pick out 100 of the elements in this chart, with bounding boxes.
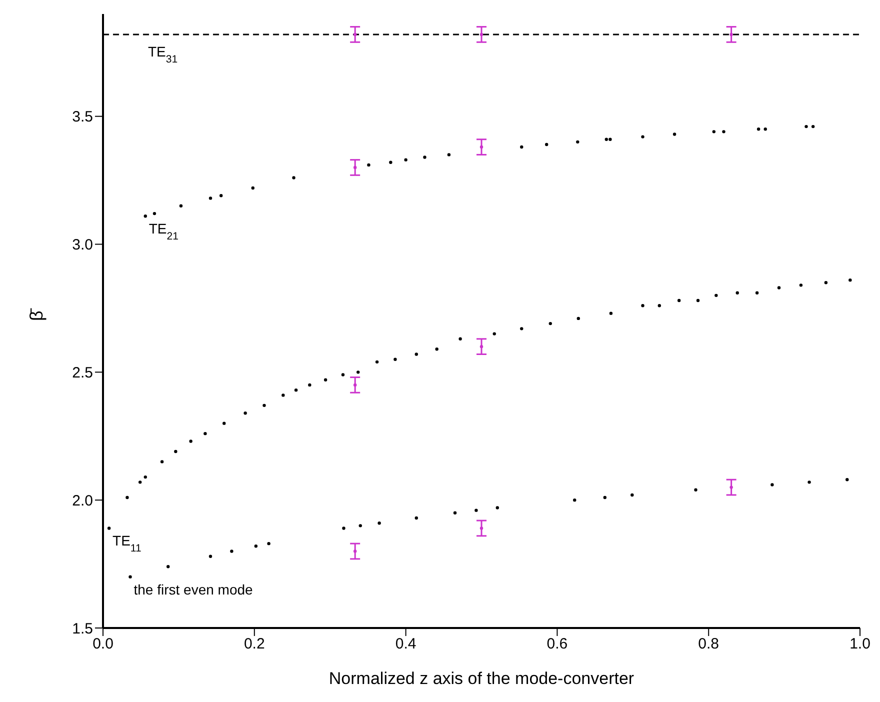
point	[144, 214, 147, 218]
point	[414, 516, 418, 520]
point	[251, 186, 254, 190]
point	[353, 32, 357, 36]
point	[480, 526, 484, 530]
point	[694, 488, 698, 492]
point	[480, 32, 484, 36]
series-label: the first even mode	[134, 581, 254, 598]
x-axis-title: Normalized z axis of the mode-converter	[328, 669, 634, 688]
point	[389, 160, 392, 164]
point	[573, 498, 576, 502]
point	[435, 348, 438, 351]
point	[492, 332, 496, 336]
point	[138, 480, 142, 484]
point	[208, 196, 212, 200]
point	[730, 32, 733, 36]
point	[496, 506, 499, 510]
point	[128, 575, 132, 578]
point	[342, 526, 346, 530]
point	[608, 138, 612, 141]
point	[641, 304, 644, 308]
point	[244, 412, 247, 415]
point	[722, 130, 726, 134]
point	[282, 394, 285, 397]
point	[520, 145, 524, 149]
point	[799, 284, 803, 287]
point	[672, 132, 676, 136]
point	[292, 176, 296, 180]
point	[179, 204, 183, 208]
point	[641, 135, 644, 138]
point	[480, 145, 484, 149]
x-tick-label: 0.0	[92, 636, 114, 653]
point	[423, 156, 426, 159]
point	[358, 524, 362, 528]
point	[353, 383, 357, 387]
point	[324, 378, 328, 382]
point	[548, 322, 552, 326]
point	[254, 544, 258, 548]
x-tick-label: 0.8	[698, 636, 720, 653]
point	[770, 483, 774, 486]
point	[848, 278, 852, 282]
series-label: TE$_{11}$	[112, 532, 142, 555]
point	[394, 358, 397, 361]
point	[447, 153, 451, 156]
point	[294, 388, 298, 392]
point	[267, 542, 270, 546]
point	[730, 486, 733, 489]
point	[107, 526, 111, 530]
series-label: TE$_{31}$	[148, 43, 178, 66]
y-tick-label: 2.5	[72, 364, 93, 382]
y-tick-label: 3.0	[72, 236, 93, 254]
point	[375, 360, 379, 364]
point	[480, 344, 484, 348]
point	[262, 404, 266, 408]
point	[367, 163, 370, 167]
point	[353, 166, 357, 170]
point	[603, 496, 606, 500]
point	[308, 383, 312, 387]
point	[222, 422, 226, 425]
point	[378, 522, 381, 525]
point	[764, 128, 767, 131]
point	[353, 550, 357, 553]
point	[755, 291, 759, 294]
point	[458, 337, 462, 341]
x-tick-label: 0.6	[546, 636, 568, 653]
point	[658, 304, 661, 308]
point	[677, 298, 681, 302]
point	[144, 475, 147, 479]
point	[696, 298, 700, 302]
point	[126, 496, 129, 500]
y-tick-label: 1.5	[72, 620, 93, 638]
x-tick-label: 0.4	[395, 636, 416, 653]
point	[453, 511, 457, 514]
point	[609, 312, 613, 315]
point	[576, 140, 580, 144]
point	[208, 554, 212, 558]
series-label: TE$_{21}$	[148, 220, 179, 243]
y-tick-label: 3.5	[72, 108, 93, 126]
point	[545, 142, 548, 146]
point	[160, 460, 164, 464]
x-tick-label: 1.0	[850, 636, 870, 653]
y-tick-label: 2.0	[72, 492, 93, 510]
point	[714, 294, 718, 298]
point	[356, 370, 360, 374]
point	[736, 291, 739, 294]
point	[152, 212, 156, 216]
point	[824, 281, 828, 284]
point	[166, 565, 170, 568]
point	[777, 286, 781, 290]
point	[804, 124, 808, 128]
point	[174, 450, 178, 454]
point	[520, 327, 524, 330]
point	[404, 158, 408, 162]
point	[811, 124, 815, 128]
point	[474, 508, 478, 512]
point	[808, 480, 811, 484]
point	[230, 550, 234, 553]
point	[204, 432, 207, 436]
point	[712, 130, 716, 134]
point	[189, 440, 192, 443]
